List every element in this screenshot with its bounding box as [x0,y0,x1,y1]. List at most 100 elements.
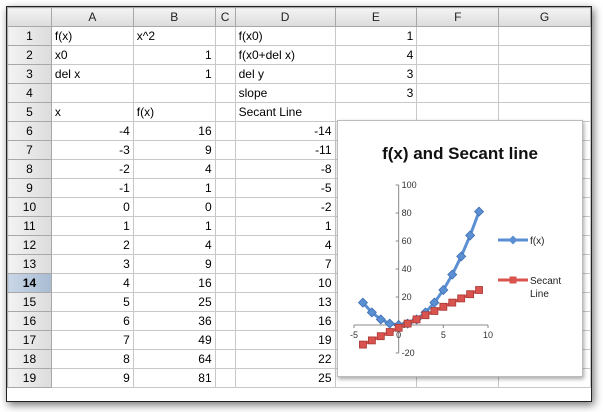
select-all-corner[interactable] [7,7,52,27]
cell-d8[interactable]: -8 [234,159,336,179]
cell-c14[interactable] [214,273,236,293]
cell-f5[interactable] [416,102,500,122]
row-header-4[interactable]: 4 [7,83,52,103]
cell-c8[interactable] [214,159,236,179]
row-header-3[interactable]: 3 [7,64,52,84]
cell-b12[interactable]: 4 [132,235,216,255]
cell-a4[interactable] [50,83,134,103]
row-header-7[interactable]: 7 [7,140,52,160]
cell-d7[interactable]: -11 [234,140,336,160]
cell-b17[interactable]: 49 [132,330,216,350]
cell-c2[interactable] [214,45,236,65]
column-header-f[interactable]: F [416,7,500,27]
cell-c15[interactable] [214,292,236,312]
cell-a7[interactable]: -3 [50,140,134,160]
cell-b16[interactable]: 36 [132,311,216,331]
cell-c6[interactable] [214,121,236,141]
row-header-15[interactable]: 15 [7,292,52,312]
cell-d5[interactable]: Secant Line [234,102,336,122]
row-header-19[interactable]: 19 [7,368,52,388]
cell-f1[interactable] [416,26,500,46]
row-header-10[interactable]: 10 [7,197,52,217]
column-header-e[interactable]: E [334,7,418,27]
cell-a14[interactable]: 4 [50,273,134,293]
cell-g2[interactable] [498,45,591,65]
cell-a5[interactable]: x [50,102,134,122]
cell-f3[interactable] [416,64,500,84]
cell-c9[interactable] [214,178,236,198]
cell-b14[interactable]: 16 [132,273,216,293]
cell-g1[interactable] [498,26,591,46]
cell-d2[interactable]: f(x0+del x) [234,45,336,65]
cell-b2[interactable]: 1 [132,45,216,65]
cell-b10[interactable]: 0 [132,197,216,217]
cell-a10[interactable]: 0 [50,197,134,217]
row-header-16[interactable]: 16 [7,311,52,331]
embedded-chart[interactable]: f(x) and Secant line-20020406080100-5051… [337,120,583,377]
cell-c5[interactable] [214,102,236,122]
row-header-14[interactable]: 14 [7,273,52,293]
cell-a11[interactable]: 1 [50,216,134,236]
row-header-17[interactable]: 17 [7,330,52,350]
row-header-12[interactable]: 12 [7,235,52,255]
row-header-8[interactable]: 8 [7,159,52,179]
column-header-d[interactable]: D [234,7,336,27]
cell-a9[interactable]: -1 [50,178,134,198]
cell-b7[interactable]: 9 [132,140,216,160]
cell-e4[interactable]: 3 [334,83,418,103]
cell-c10[interactable] [214,197,236,217]
cell-b4[interactable] [132,83,216,103]
cell-c17[interactable] [214,330,236,350]
column-header-a[interactable]: A [50,7,134,27]
row-header-6[interactable]: 6 [7,121,52,141]
cell-c1[interactable] [214,26,236,46]
cell-d15[interactable]: 13 [234,292,336,312]
cell-b15[interactable]: 25 [132,292,216,312]
cell-a15[interactable]: 5 [50,292,134,312]
cell-a19[interactable]: 9 [50,368,134,388]
cell-c18[interactable] [214,349,236,369]
cell-g3[interactable] [498,64,591,84]
cell-d1[interactable]: f(x0) [234,26,336,46]
cell-c3[interactable] [214,64,236,84]
cell-b5[interactable]: f(x) [132,102,216,122]
row-header-5[interactable]: 5 [7,102,52,122]
cell-d14[interactable]: 10 [234,273,336,293]
cell-g4[interactable] [498,83,591,103]
cell-d12[interactable]: 4 [234,235,336,255]
cell-b11[interactable]: 1 [132,216,216,236]
cell-a18[interactable]: 8 [50,349,134,369]
cell-b3[interactable]: 1 [132,64,216,84]
row-header-9[interactable]: 9 [7,178,52,198]
cell-f4[interactable] [416,83,500,103]
row-header-1[interactable]: 1 [7,26,52,46]
cell-c11[interactable] [214,216,236,236]
cell-b13[interactable]: 9 [132,254,216,274]
cell-d18[interactable]: 22 [234,349,336,369]
cell-d4[interactable]: slope [234,83,336,103]
cell-a8[interactable]: -2 [50,159,134,179]
row-header-2[interactable]: 2 [7,45,52,65]
column-header-g[interactable]: G [498,7,591,27]
cell-e1[interactable]: 1 [334,26,418,46]
cell-c4[interactable] [214,83,236,103]
cell-d19[interactable]: 25 [234,368,336,388]
cell-d6[interactable]: -14 [234,121,336,141]
cell-d13[interactable]: 7 [234,254,336,274]
row-header-13[interactable]: 13 [7,254,52,274]
cell-a6[interactable]: -4 [50,121,134,141]
cell-c7[interactable] [214,140,236,160]
cell-e3[interactable]: 3 [334,64,418,84]
cell-b18[interactable]: 64 [132,349,216,369]
cell-b6[interactable]: 16 [132,121,216,141]
cell-a1[interactable]: f(x) [50,26,134,46]
cell-c13[interactable] [214,254,236,274]
cell-f2[interactable] [416,45,500,65]
cell-d10[interactable]: -2 [234,197,336,217]
cell-d9[interactable]: -5 [234,178,336,198]
cell-d17[interactable]: 19 [234,330,336,350]
cell-b19[interactable]: 81 [132,368,216,388]
cell-a17[interactable]: 7 [50,330,134,350]
cell-e2[interactable]: 4 [334,45,418,65]
cell-a2[interactable]: x0 [50,45,134,65]
